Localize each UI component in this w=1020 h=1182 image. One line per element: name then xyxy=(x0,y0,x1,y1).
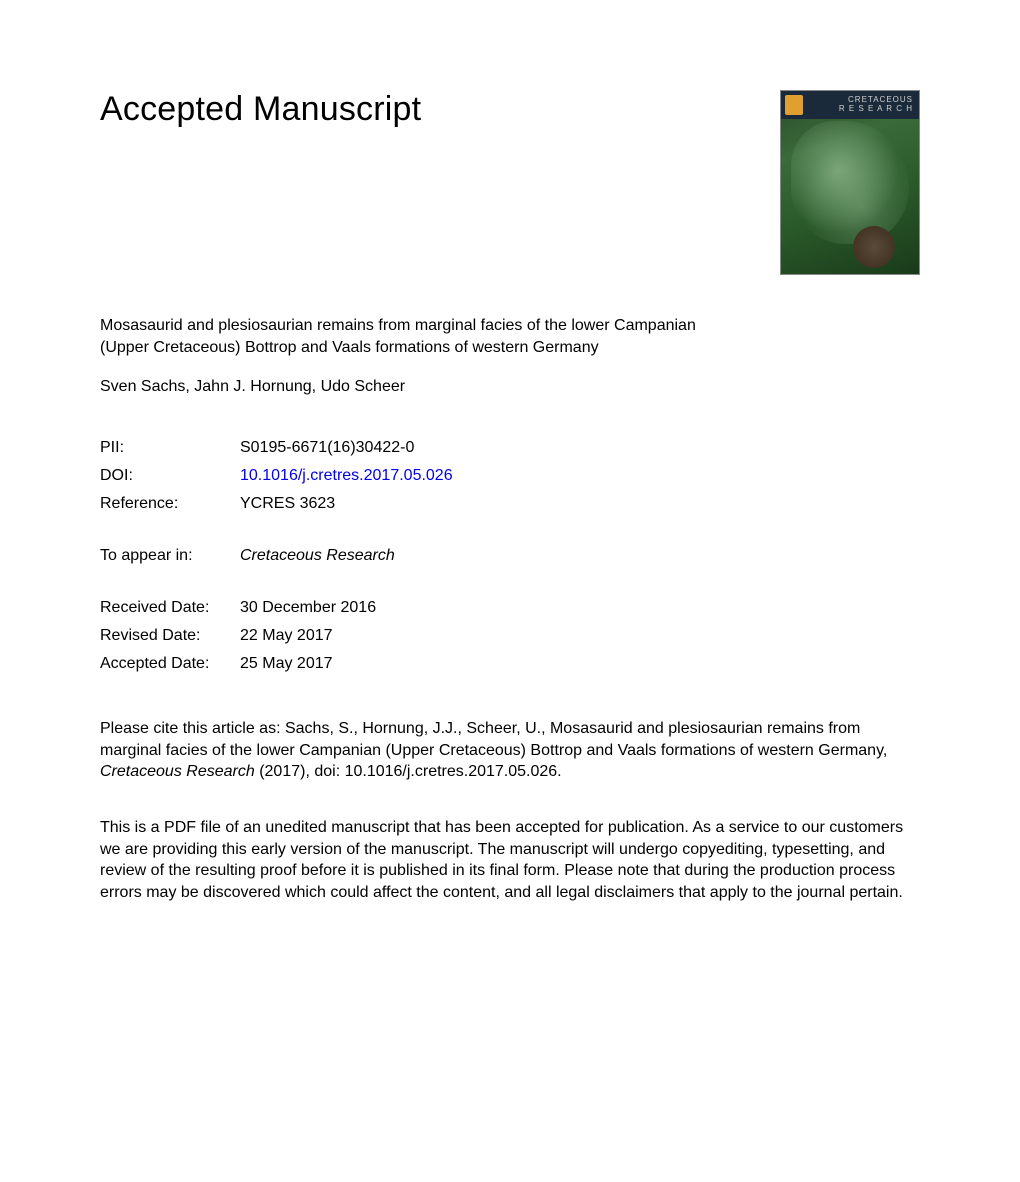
meta-row-doi: DOI: 10.1016/j.cretres.2017.05.026 xyxy=(100,462,453,490)
reference-value: YCRES 3623 xyxy=(240,490,453,518)
reference-label: Reference: xyxy=(100,490,240,518)
article-title: Mosasaurid and plesiosaurian remains fro… xyxy=(100,315,740,358)
citation-suffix: (2017), doi: 10.1016/j.cretres.2017.05.0… xyxy=(255,763,562,780)
disclaimer-text: This is a PDF file of an unedited manusc… xyxy=(100,817,920,903)
dates-table: Received Date: 30 December 2016 Revised … xyxy=(100,594,376,678)
publisher-logo-icon xyxy=(785,95,803,115)
appear-journal: Cretaceous Research xyxy=(240,547,395,564)
revised-label: Revised Date: xyxy=(100,622,240,650)
cover-artwork-leaf xyxy=(791,121,909,244)
citation-text: Please cite this article as: Sachs, S., … xyxy=(100,718,920,783)
accepted-value: 25 May 2017 xyxy=(240,650,376,678)
document-page: Accepted Manuscript CRETACEOUS R E S E A… xyxy=(0,0,1020,963)
received-label: Received Date: xyxy=(100,594,240,622)
appear-label: To appear in: xyxy=(100,542,240,570)
meta-row-reference: Reference: YCRES 3623 xyxy=(100,490,453,518)
date-row-accepted: Accepted Date: 25 May 2017 xyxy=(100,650,376,678)
citation-journal: Cretaceous Research xyxy=(100,763,255,780)
article-authors: Sven Sachs, Jahn J. Hornung, Udo Scheer xyxy=(100,378,920,396)
cover-journal-name: CRETACEOUS R E S E A R C H xyxy=(839,96,913,114)
doi-label: DOI: xyxy=(100,462,240,490)
cover-title-band: CRETACEOUS R E S E A R C H xyxy=(781,91,919,119)
date-row-revised: Revised Date: 22 May 2017 xyxy=(100,622,376,650)
appear-in-table: To appear in: Cretaceous Research xyxy=(100,542,395,570)
citation-prefix: Please cite this article as: Sachs, S., … xyxy=(100,720,887,759)
meta-row-appear: To appear in: Cretaceous Research xyxy=(100,542,395,570)
revised-value: 22 May 2017 xyxy=(240,622,376,650)
cover-artwork-fossil xyxy=(853,226,895,268)
cover-line1: CRETACEOUS xyxy=(848,95,913,104)
pii-label: PII: xyxy=(100,434,240,462)
meta-row-pii: PII: S0195-6671(16)30422-0 xyxy=(100,434,453,462)
received-value: 30 December 2016 xyxy=(240,594,376,622)
cover-line2: R E S E A R C H xyxy=(839,104,913,113)
accepted-label: Accepted Date: xyxy=(100,650,240,678)
page-heading: Accepted Manuscript xyxy=(100,90,421,129)
header-row: Accepted Manuscript CRETACEOUS R E S E A… xyxy=(100,90,920,275)
doi-link[interactable]: 10.1016/j.cretres.2017.05.026 xyxy=(240,467,453,484)
journal-cover-thumbnail: CRETACEOUS R E S E A R C H xyxy=(780,90,920,275)
pii-value: S0195-6671(16)30422-0 xyxy=(240,434,453,462)
metadata-table: PII: S0195-6671(16)30422-0 DOI: 10.1016/… xyxy=(100,434,453,518)
date-row-received: Received Date: 30 December 2016 xyxy=(100,594,376,622)
